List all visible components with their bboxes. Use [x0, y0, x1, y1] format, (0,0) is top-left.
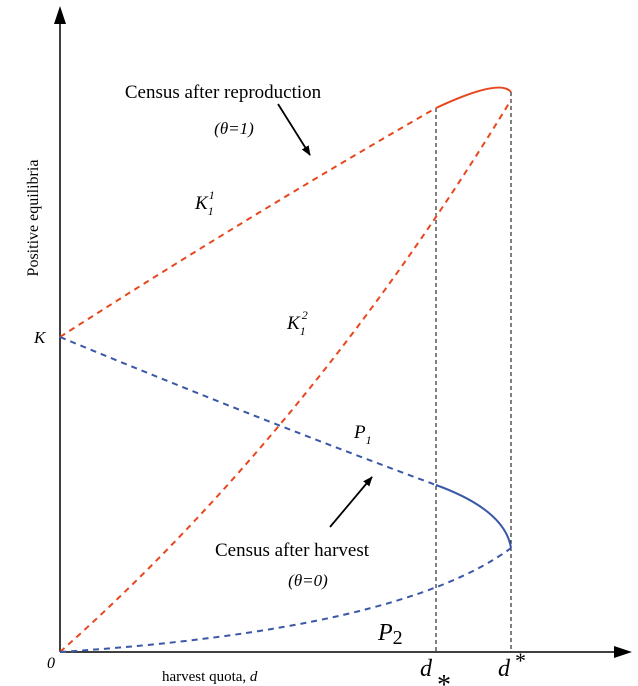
- p2-curve-label: P2: [377, 620, 403, 649]
- k12-subscript: 1: [300, 324, 306, 338]
- k11-dashed-branch: [59, 107, 437, 338]
- k12-superscript: 2: [302, 308, 308, 322]
- y-axis-label: Positive equilibria: [25, 160, 42, 277]
- p1-subscript: 1: [366, 433, 372, 447]
- k11-curve-label: K1 1: [194, 188, 215, 218]
- x-axis-label-text: harvest quota,: [162, 669, 250, 685]
- y-axis-arrowhead: [54, 6, 66, 24]
- origin-label: 0: [47, 655, 55, 672]
- k12-dashed-branch: [59, 99, 512, 653]
- x-axis-arrowhead: [614, 646, 632, 658]
- x-axis-variable: d: [250, 669, 258, 685]
- k12-curve-label: K1 2: [286, 308, 308, 338]
- k11-subscript: 1: [208, 204, 213, 218]
- k11-base: K: [194, 193, 209, 214]
- harvest-annotation-title: Census after harvest: [215, 540, 370, 561]
- harvest-annotation-theta: (θ=0): [288, 571, 328, 590]
- d-upper-label: d: [498, 656, 511, 682]
- k11-superscript: 1: [209, 188, 215, 202]
- p1-dashed-branch: [59, 336, 437, 486]
- harvest-pointer-arrow: [329, 476, 373, 528]
- p1-base: P: [353, 422, 366, 443]
- p2-subscript: 2: [393, 627, 403, 649]
- k-tick-label: K: [33, 328, 47, 347]
- p1-solid-branch: [435, 484, 512, 549]
- k12-base: K: [286, 313, 301, 334]
- p2-dashed-branch: [59, 547, 512, 653]
- d-lower-subscript: *: [437, 670, 451, 686]
- reproduction-annotation-theta: (θ=1): [214, 119, 254, 138]
- k11-solid-branch: [435, 86, 512, 109]
- reproduction-pointer-arrow: [277, 103, 311, 156]
- p1-curve-label: P1: [353, 422, 372, 447]
- d-lower-label: d: [420, 656, 433, 682]
- d-upper-superscript: *: [515, 648, 526, 673]
- x-axis-label: harvest quota, d: [162, 669, 258, 685]
- reproduction-annotation-title: Census after reproduction: [125, 82, 322, 103]
- p2-base: P: [377, 620, 393, 646]
